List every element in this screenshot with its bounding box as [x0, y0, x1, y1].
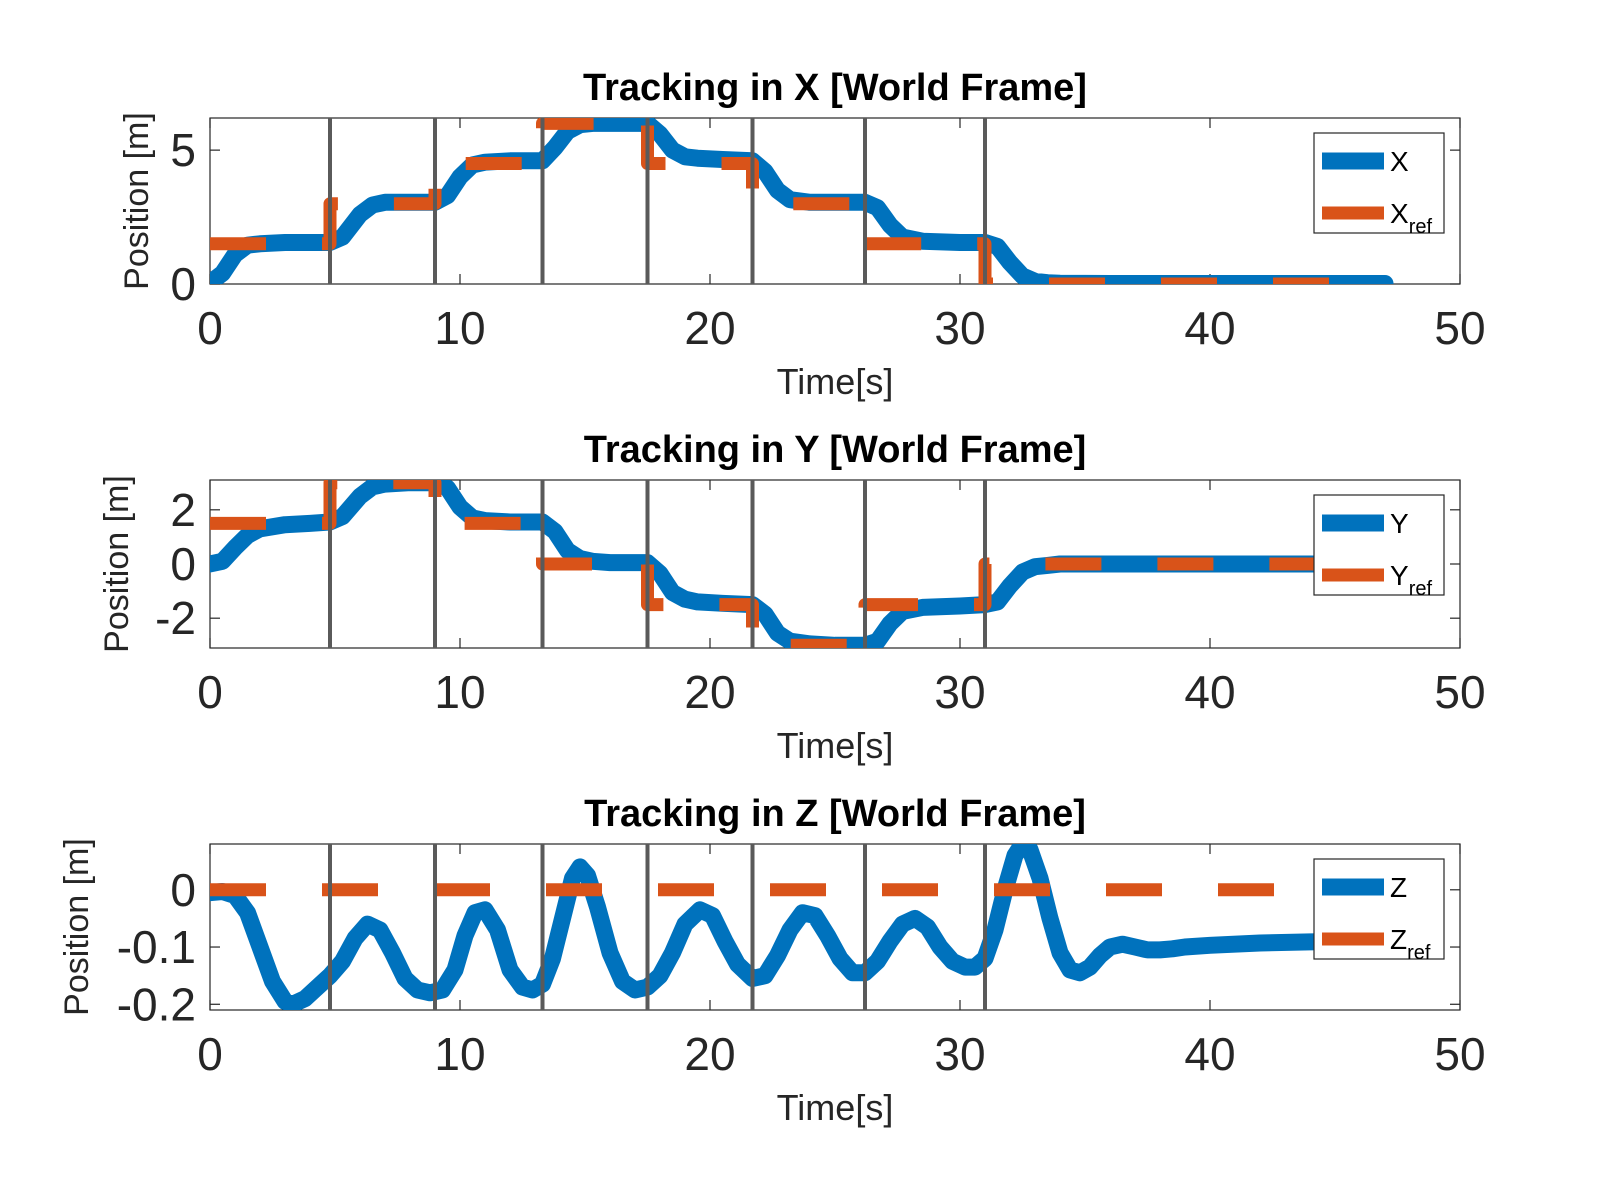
chart-title: Tracking in Y [World Frame]	[584, 429, 1087, 471]
x-axis-label: Time[s]	[777, 361, 894, 402]
series-line-z	[210, 844, 1394, 1010]
x-tick-label: 10	[434, 666, 485, 718]
y-tick-label: -2	[155, 592, 196, 644]
x-tick-label: 50	[1434, 1028, 1485, 1080]
legend-label: Y	[1390, 508, 1409, 539]
legend: Z Zref	[1313, 858, 1445, 964]
x-tick-label: 20	[684, 666, 735, 718]
y-axis-label: Position [m]	[98, 475, 136, 653]
legend-label: Zref	[1390, 924, 1431, 964]
legend-label: X	[1390, 146, 1409, 177]
plot-area	[210, 118, 1394, 284]
y-tick-label: 0	[170, 864, 196, 916]
y-tick-label: 5	[170, 124, 196, 176]
x-axis-label: Time[s]	[777, 1087, 894, 1128]
y-tick-label: 0	[170, 538, 196, 590]
legend: Y Yref	[1313, 494, 1445, 600]
x-tick-label: 30	[934, 302, 985, 354]
x-axis-label: Time[s]	[777, 725, 894, 766]
legend: X Xref	[1313, 132, 1445, 238]
subplot-x: 0 10 20 30 40 50 0 5 Tracking in X [World Frame]…	[118, 67, 1486, 402]
axes-box	[209, 843, 1461, 1011]
x-tick-label: 40	[1184, 302, 1235, 354]
x-tick-label: 30	[934, 666, 985, 718]
x-tick-label: 10	[434, 302, 485, 354]
y-axis-label: Position [m]	[58, 838, 96, 1016]
y-tick-label: 0	[170, 258, 196, 310]
x-tick-label: 20	[684, 1028, 735, 1080]
legend-label: Z	[1390, 872, 1407, 903]
plot-area	[210, 844, 1394, 1010]
x-tick-label: 50	[1434, 666, 1485, 718]
chart-title: Tracking in X [World Frame]	[583, 67, 1087, 109]
x-tick-label: 40	[1184, 1028, 1235, 1080]
legend-label: Yref	[1390, 560, 1432, 600]
chart-title: Tracking in Z [World Frame]	[584, 793, 1086, 835]
y-tick-label: 2	[170, 484, 196, 536]
x-tick-label: 30	[934, 1028, 985, 1080]
y-axis-label: Position [m]	[118, 112, 156, 290]
x-tick-label: 50	[1434, 302, 1485, 354]
y-tick-label: -0.2	[117, 978, 196, 1030]
x-tick-label: 10	[434, 1028, 485, 1080]
plot-area	[210, 480, 1394, 648]
y-tick-label: -0.1	[117, 921, 196, 973]
x-tick-label: 20	[684, 302, 735, 354]
legend-label: Xref	[1390, 198, 1432, 238]
x-tick-label: 0	[197, 1028, 223, 1080]
x-tick-label: 40	[1184, 666, 1235, 718]
x-tick-label: 0	[197, 302, 223, 354]
x-tick-label: 0	[197, 666, 223, 718]
